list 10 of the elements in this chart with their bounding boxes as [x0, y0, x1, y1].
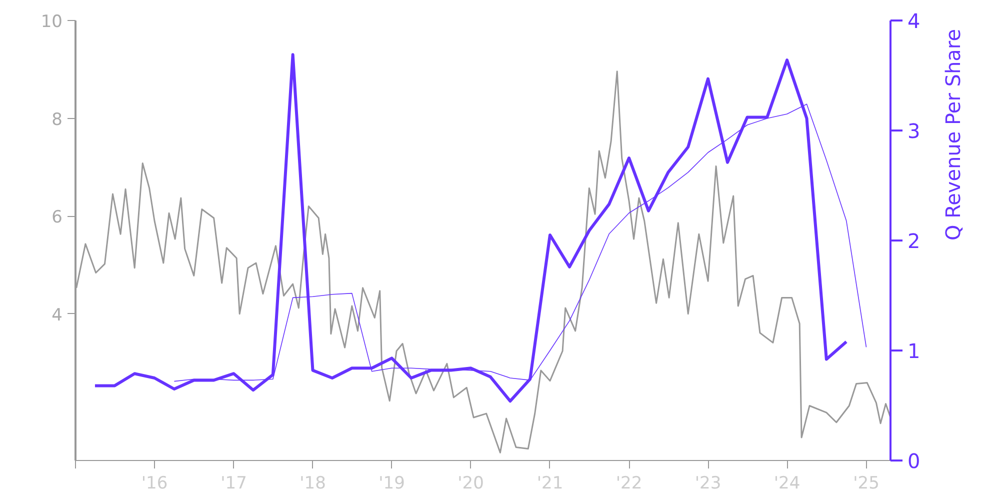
y2-tick-label: 3	[908, 119, 920, 143]
y2-tick-label: 2	[908, 229, 920, 253]
y-tick-label: 8	[52, 110, 63, 130]
y-tick-label: 6	[52, 208, 63, 228]
y2-axis-title: Q Revenue Per Share	[941, 28, 966, 240]
y-tick-label: 10	[40, 12, 63, 32]
y2-tick-label: 1	[908, 339, 920, 363]
y2-tick-label: 0	[908, 449, 920, 473]
y-tick-label: 4	[52, 305, 63, 326]
y2-tick-label: 4	[908, 9, 920, 33]
